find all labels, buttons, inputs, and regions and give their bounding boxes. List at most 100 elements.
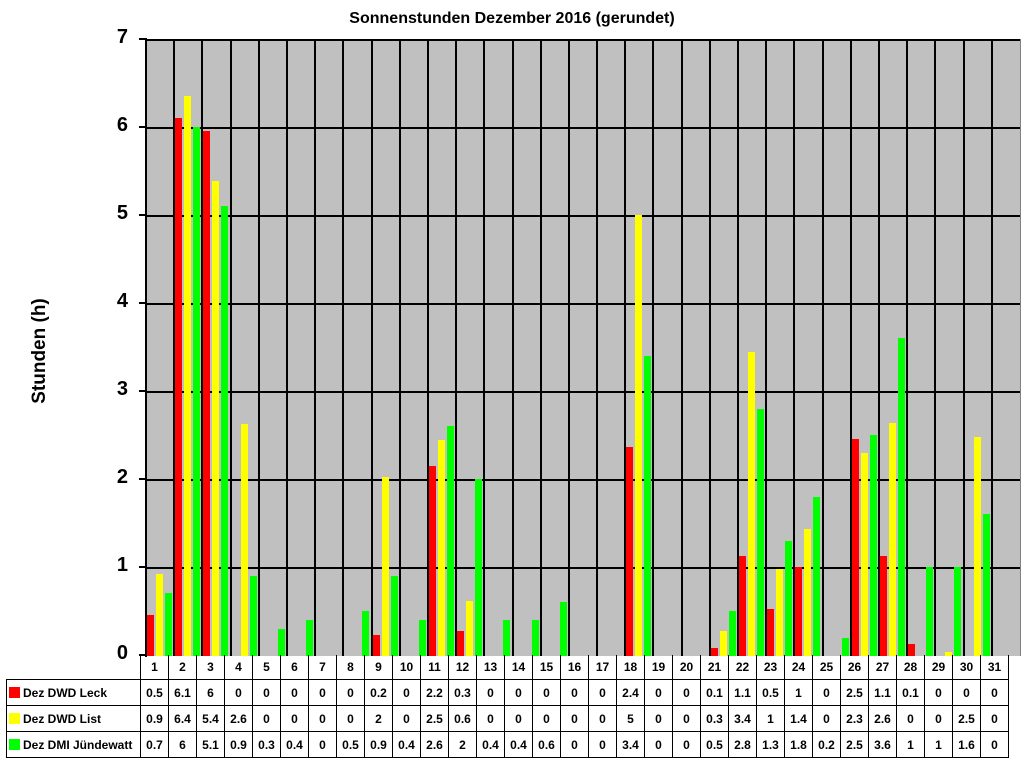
table-cell: 1.6 <box>952 731 981 758</box>
bar-dez-dmi-jündewatt-day-1 <box>165 592 172 656</box>
table-cell: 2.4 <box>616 679 645 706</box>
gridline-x <box>455 40 458 656</box>
bar-dez-dwd-leck-day-23 <box>767 609 775 656</box>
gridline-x <box>483 40 486 656</box>
gridline-y-3 <box>146 391 1020 393</box>
x-tick-label: 20 <box>672 655 701 680</box>
table-corner <box>7 655 141 680</box>
bar-dez-dwd-list-day-4 <box>240 423 248 656</box>
x-tick-label: 19 <box>644 655 673 680</box>
table-cell: 1 <box>784 679 813 706</box>
table-cell: 1.4 <box>784 705 813 732</box>
y-tick-mark <box>139 38 147 40</box>
gridline-x <box>793 40 796 656</box>
table-cell: 0.9 <box>364 731 393 758</box>
table-cell: 0.2 <box>364 679 393 706</box>
table-row: Dez DWD List 0.9 6.4 5.4 2.6 0 0 0 0 2 0 2.5 0.6 0 0 0 0… <box>6 705 1009 732</box>
x-tick-label: 7 <box>308 655 337 680</box>
x-tick-label: 30 <box>952 655 981 680</box>
x-tick-label: 2 <box>168 655 197 680</box>
gridline-x <box>201 40 204 656</box>
table-cell: 0 <box>924 679 953 706</box>
gridline-x <box>737 40 740 656</box>
table-cell: 0 <box>560 731 589 758</box>
bar-dez-dwd-leck-day-9 <box>372 634 380 656</box>
y-tick-mark <box>139 478 147 480</box>
x-tick-label: 24 <box>784 655 813 680</box>
x-tick-label: 28 <box>896 655 925 680</box>
bar-dez-dwd-leck-day-27 <box>880 555 888 656</box>
table-cell: 0 <box>672 705 701 732</box>
y-tick-label: 5 <box>116 202 128 224</box>
bar-dez-dwd-leck-day-3 <box>203 130 211 656</box>
bar-dez-dmi-jündewatt-day-2 <box>193 127 201 656</box>
table-cell: 6.1 <box>168 679 197 706</box>
gridline-x <box>821 40 824 656</box>
table-cell: 0 <box>896 705 925 732</box>
chart-title: Sonnenstunden Dezember 2016 (gerundet) <box>349 10 675 27</box>
y-axis-line <box>145 39 147 657</box>
bar-dez-dwd-leck-day-26 <box>851 438 859 656</box>
table-cell: 6 <box>196 679 225 706</box>
table-cell: 0.1 <box>700 679 729 706</box>
bar-dez-dmi-jündewatt-day-24 <box>813 496 821 656</box>
bar-dez-dwd-list-day-23 <box>776 568 784 656</box>
table-cell: 2.2 <box>420 679 449 706</box>
bar-dez-dwd-leck-day-18 <box>626 447 634 656</box>
x-tick-label: 14 <box>504 655 533 680</box>
table-cell: 0 <box>532 679 561 706</box>
table-cell: 0 <box>812 679 841 706</box>
table-cell: 0 <box>644 679 673 706</box>
bar-dez-dwd-list-day-2 <box>184 96 192 656</box>
y-tick-mark <box>139 390 147 392</box>
table-cell: 0.4 <box>280 731 309 758</box>
bar-dez-dwd-list-day-22 <box>748 351 756 656</box>
x-tick-label: 21 <box>700 655 729 680</box>
y-tick-mark <box>139 302 147 304</box>
x-tick-label: 25 <box>812 655 841 680</box>
legend-swatch-icon <box>9 686 20 698</box>
table-cell: 0 <box>588 705 617 732</box>
table-cell: 2 <box>364 705 393 732</box>
table-cell: 0 <box>672 731 701 758</box>
y-tick-mark <box>139 214 147 216</box>
table-cell: 0 <box>308 731 337 758</box>
table-cell: 0 <box>308 679 337 706</box>
bar-dez-dwd-leck-day-12 <box>457 631 465 656</box>
table-cell: 2.8 <box>728 731 757 758</box>
table-cell: 0 <box>336 705 365 732</box>
table-cell: 0 <box>504 705 533 732</box>
table-cell: 6.4 <box>168 705 197 732</box>
table-row: Dez DMI Jündewatt 0.7 6 5.1 0.9 0.3 0.4 0 0.5 0.9… <box>6 731 1009 758</box>
table-cell: 0 <box>924 705 953 732</box>
y-tick-label: 7 <box>116 26 128 48</box>
table-cell: 0.9 <box>224 731 253 758</box>
gridline-x <box>680 40 683 656</box>
bar-dez-dmi-jündewatt-day-27 <box>898 338 906 656</box>
bar-dez-dwd-list-day-24 <box>804 529 812 656</box>
x-tick-label: 3 <box>196 655 225 680</box>
table-cell: 0 <box>280 679 309 706</box>
gridline-x <box>173 40 176 656</box>
bar-dez-dwd-leck-day-28 <box>908 643 916 656</box>
table-cell: 0.3 <box>700 705 729 732</box>
table-cell: 0.4 <box>476 731 505 758</box>
table-cell: 2.6 <box>224 705 253 732</box>
table-cell: 0 <box>560 679 589 706</box>
y-tick-label: 2 <box>116 466 128 488</box>
table-cell: 0 <box>392 705 421 732</box>
bar-dez-dmi-jündewatt-day-26 <box>869 435 877 656</box>
table-cell: 0 <box>280 705 309 732</box>
x-tick-label: 31 <box>980 655 1009 680</box>
gridline-y-4 <box>146 303 1020 305</box>
table-cell: 0 <box>224 679 253 706</box>
x-tick-label: 10 <box>392 655 421 680</box>
table-cell: 0.7 <box>140 731 169 758</box>
x-tick-label: 5 <box>252 655 281 680</box>
table-cell: 2.5 <box>840 731 869 758</box>
gridline-x <box>962 40 965 656</box>
bar-dez-dmi-jündewatt-day-6 <box>305 619 313 656</box>
y-axis-label: Stunden (h) <box>29 298 50 404</box>
gridline-x <box>934 40 937 656</box>
x-tick-label: 6 <box>280 655 309 680</box>
